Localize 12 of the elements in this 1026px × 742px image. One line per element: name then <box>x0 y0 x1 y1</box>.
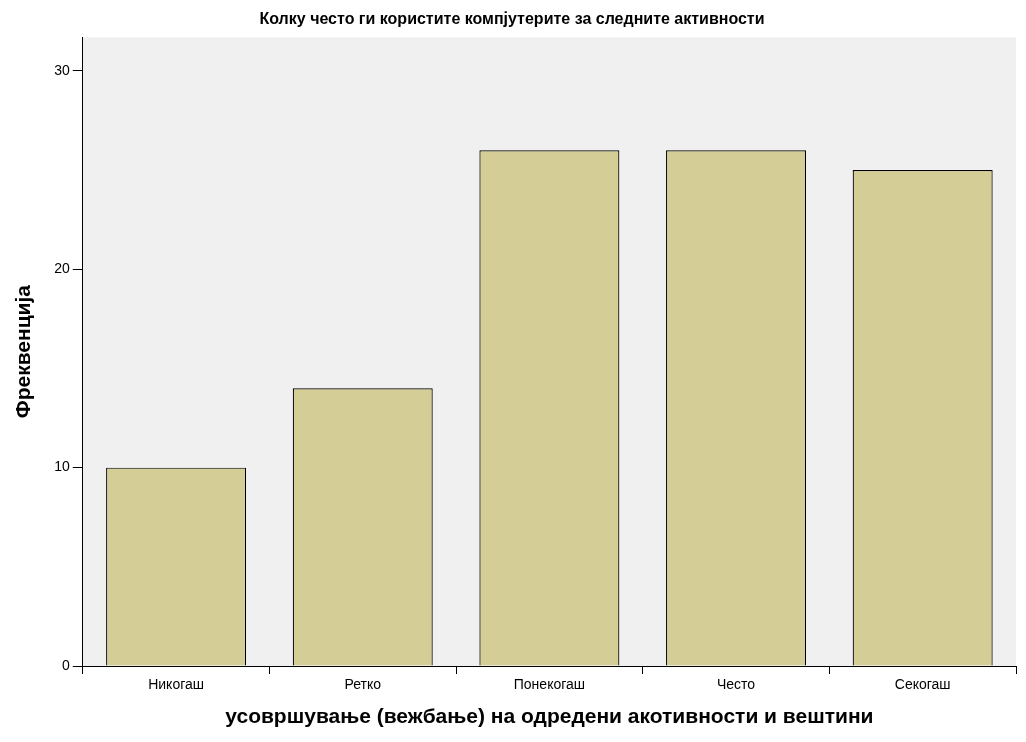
x-axis-title: усовршување (вежбање) на одредени акотивности и вештини <box>225 704 874 728</box>
y-tick-label: 30 <box>54 61 70 78</box>
y-tick-label: 0 <box>61 656 70 673</box>
x-tick-label: Никогаш <box>148 676 205 693</box>
y-tick-label: 20 <box>54 260 70 277</box>
chart-title: Колку често ги користите компјутерите за следните активности <box>259 10 765 28</box>
x-tick-label: Често <box>716 676 756 693</box>
y-tick-label: 10 <box>54 458 70 475</box>
x-tick-label: Секогаш <box>894 676 951 693</box>
x-tick-label: Ретко <box>344 676 382 693</box>
y-axis-title: Фреквенција <box>11 284 35 419</box>
x-tick-label: Понекогаш <box>513 676 586 693</box>
